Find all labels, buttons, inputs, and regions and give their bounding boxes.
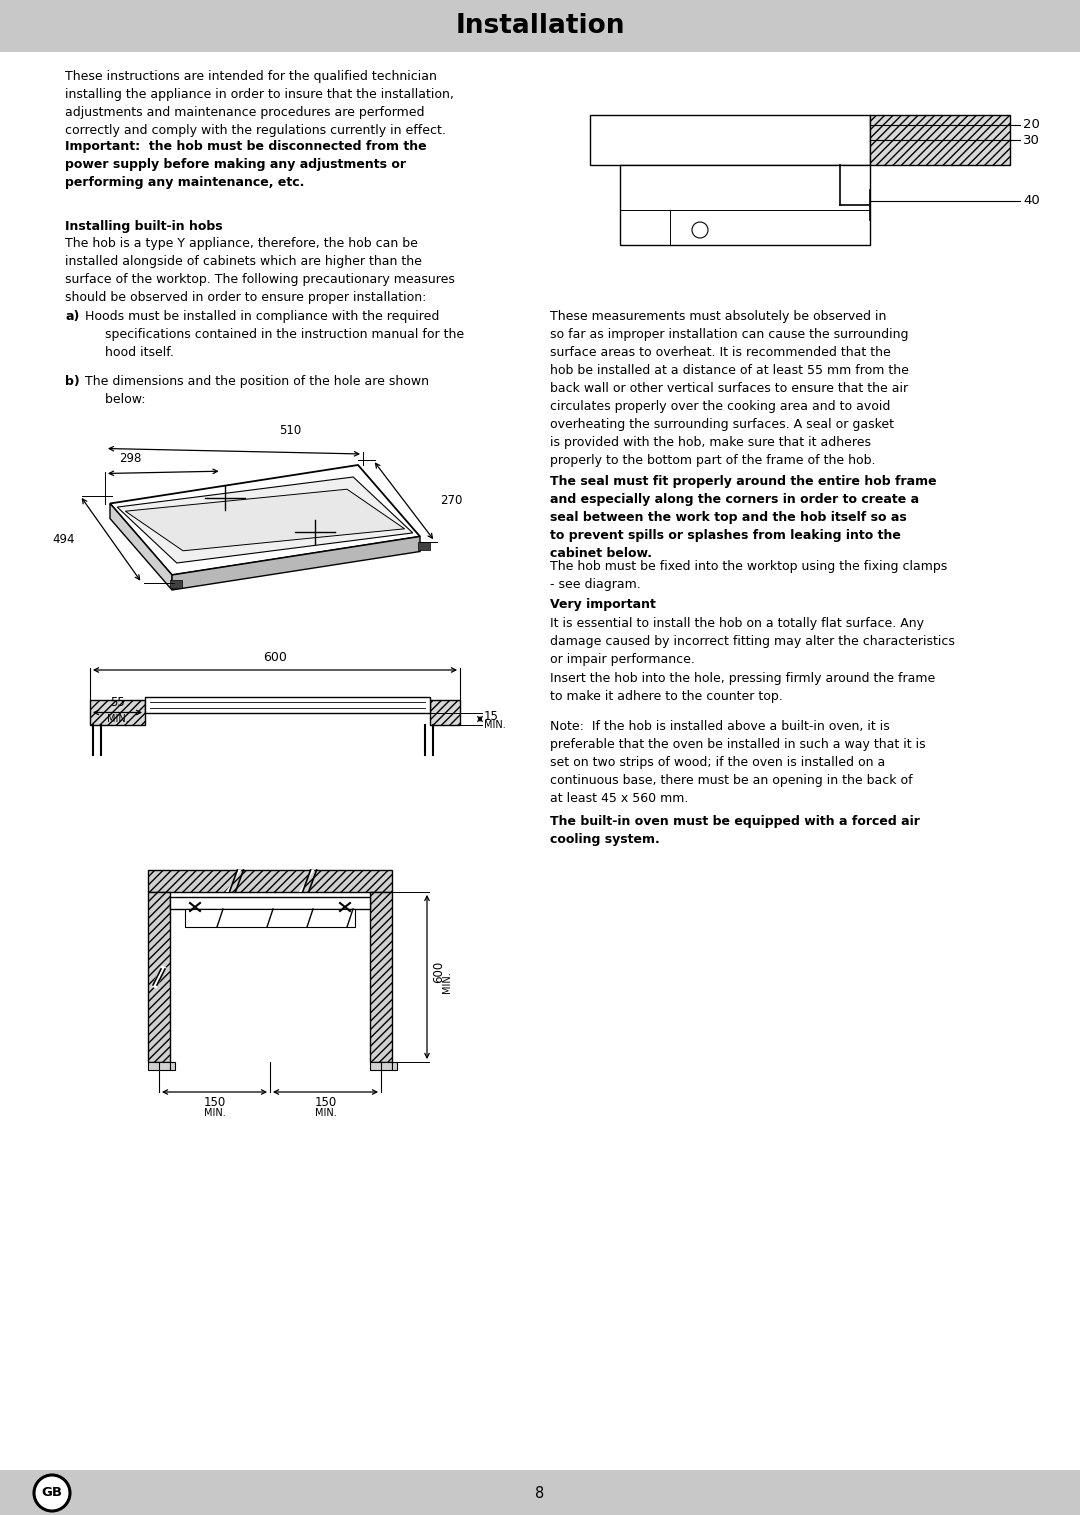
Text: These instructions are intended for the qualified technician
installing the appl: These instructions are intended for the … xyxy=(65,70,454,136)
Text: MIN.: MIN. xyxy=(442,971,453,992)
Text: Hoods must be installed in compliance with the required
     specifications cont: Hoods must be installed in compliance wi… xyxy=(85,311,464,359)
Text: 150: 150 xyxy=(203,1095,226,1109)
Text: Very important: Very important xyxy=(550,598,656,611)
Bar xyxy=(392,1062,397,1070)
Text: MIN.: MIN. xyxy=(107,715,129,724)
Polygon shape xyxy=(125,489,405,551)
Bar xyxy=(0,1470,1080,1515)
Polygon shape xyxy=(172,536,420,589)
Bar xyxy=(0,0,1080,52)
Polygon shape xyxy=(298,870,314,892)
Bar xyxy=(148,892,170,1062)
Bar xyxy=(620,165,870,245)
Polygon shape xyxy=(118,477,413,564)
Text: 510: 510 xyxy=(279,424,301,436)
Text: The built-in oven must be equipped with a forced air
cooling system.: The built-in oven must be equipped with … xyxy=(550,815,920,845)
Text: 15: 15 xyxy=(484,709,499,723)
Bar xyxy=(148,1062,170,1070)
Circle shape xyxy=(692,223,708,238)
Text: 8: 8 xyxy=(536,1486,544,1500)
Bar xyxy=(170,1062,175,1070)
Text: 600: 600 xyxy=(432,961,445,983)
Text: b): b) xyxy=(65,376,80,388)
Text: 298: 298 xyxy=(119,453,141,465)
Bar xyxy=(145,697,430,714)
Text: 40: 40 xyxy=(1023,194,1040,208)
Text: 270: 270 xyxy=(440,494,462,508)
Text: Note:  If the hob is installed above a built-in oven, it is
preferable that the : Note: If the hob is installed above a bu… xyxy=(550,720,926,804)
Text: It is essential to install the hob on a totally flat surface. Any
damage caused : It is essential to install the hob on a … xyxy=(550,617,955,667)
Bar xyxy=(430,700,460,726)
Bar xyxy=(90,700,145,726)
Text: Installing built-in hobs: Installing built-in hobs xyxy=(65,220,222,233)
Text: The dimensions and the position of the hole are shown
     below:: The dimensions and the position of the h… xyxy=(85,376,429,406)
Polygon shape xyxy=(110,465,420,576)
Text: MIN.: MIN. xyxy=(204,1107,226,1118)
Bar xyxy=(170,897,370,909)
Text: 150: 150 xyxy=(314,1095,337,1109)
Bar xyxy=(370,892,392,1062)
Text: Important:  the hob must be disconnected from the
power supply before making any: Important: the hob must be disconnected … xyxy=(65,139,427,189)
Text: 30: 30 xyxy=(1023,133,1040,147)
Text: The hob is a type Y appliance, therefore, the hob can be
installed alongside of : The hob is a type Y appliance, therefore… xyxy=(65,236,455,305)
Bar xyxy=(170,580,183,588)
Text: Installation: Installation xyxy=(456,14,624,39)
Text: GB: GB xyxy=(41,1486,63,1500)
Bar xyxy=(370,1062,392,1070)
Text: 20: 20 xyxy=(1023,118,1040,132)
Circle shape xyxy=(33,1476,70,1510)
Bar xyxy=(590,115,870,165)
Text: The hob must be fixed into the worktop using the fixing clamps
- see diagram.: The hob must be fixed into the worktop u… xyxy=(550,561,947,591)
Text: These measurements must absolutely be observed in
so far as improper installatio: These measurements must absolutely be ob… xyxy=(550,311,909,467)
Bar xyxy=(185,909,355,927)
Bar xyxy=(418,541,430,550)
Text: MIN.: MIN. xyxy=(314,1107,336,1118)
Text: The seal must fit properly around the entire hob frame
and especially along the : The seal must fit properly around the en… xyxy=(550,476,936,561)
Text: a): a) xyxy=(65,311,79,323)
Bar xyxy=(870,115,1010,165)
Polygon shape xyxy=(110,503,172,589)
Bar xyxy=(148,870,392,892)
Text: MIN.: MIN. xyxy=(484,720,505,730)
Text: 494: 494 xyxy=(53,533,75,545)
Text: 55: 55 xyxy=(110,695,125,709)
Polygon shape xyxy=(226,870,242,892)
Text: Insert the hob into the hole, pressing firmly around the frame
to make it adhere: Insert the hob into the hole, pressing f… xyxy=(550,673,935,703)
Text: 600: 600 xyxy=(264,651,287,664)
